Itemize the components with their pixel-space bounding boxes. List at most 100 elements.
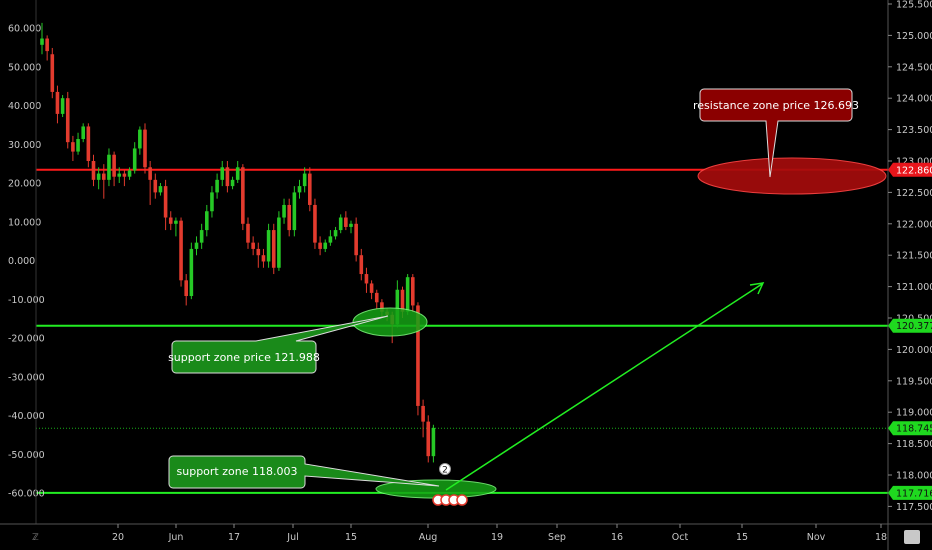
- candle-body-50: [297, 186, 302, 193]
- candle-body-55: [323, 242, 328, 249]
- candle-body-46: [277, 217, 281, 268]
- candle-body-36: [225, 167, 230, 187]
- left-axis-tick-label-10: -40.000: [8, 411, 45, 422]
- left-axis-tick-label-1: 50.000: [8, 62, 41, 73]
- candle-body-34: [215, 179, 219, 193]
- candle-body-30: [194, 242, 199, 249]
- x-axis-tick-label-8: 16: [611, 532, 623, 543]
- candle-body-27: [179, 220, 183, 281]
- candle-body-35: [220, 167, 225, 180]
- right-axis-tick-label-6: 122.500: [896, 188, 932, 199]
- candle-body-51: [302, 173, 307, 187]
- candle-body-40: [246, 223, 250, 243]
- candle-body-3: [55, 91, 60, 114]
- candle-body-75: [426, 421, 431, 457]
- candle-body-57: [333, 230, 338, 237]
- candle-body-18: [132, 148, 137, 171]
- candle-body-26: [174, 220, 178, 224]
- left-axis-tick-label-5: 10.000: [8, 217, 41, 228]
- candle-body-25: [168, 217, 173, 224]
- candle-body-16: [122, 173, 127, 177]
- x-axis-tick-label-5: Aug: [419, 532, 438, 543]
- right-axis-tick-label-16: 117.500: [896, 502, 932, 513]
- candle-body-73: [416, 305, 420, 406]
- candle-body-0: [40, 38, 44, 45]
- x-axis-tick-label-3: Jul: [286, 532, 298, 543]
- zoom-corner-icon: ℤ: [32, 533, 39, 543]
- candle-body-37: [230, 179, 235, 187]
- event-badge-circle: [439, 463, 451, 475]
- candle-body-59: [344, 217, 348, 227]
- x-axis-tick-label-1: Jun: [168, 532, 184, 543]
- event-badge-text: 2: [442, 466, 448, 476]
- candle-body-8: [81, 126, 85, 140]
- left-axis-tick-label-2: 40.000: [8, 101, 41, 112]
- candle-body-32: [205, 211, 209, 231]
- candle-body-70: [400, 289, 405, 312]
- candle-body-60: [349, 223, 353, 227]
- price-tag-label-2: 118.745: [896, 424, 932, 435]
- x-axis-tick-label-4: 15: [345, 532, 357, 543]
- left-axis-tick-label-0: 60.000: [8, 24, 41, 35]
- candle-body-66: [380, 302, 384, 312]
- right-axis-tick-label-4: 123.500: [896, 125, 932, 136]
- candle-body-49: [292, 192, 297, 231]
- left-axis-tick-label-4: 20.000: [8, 179, 41, 190]
- right-axis-tick-label-11: 120.000: [896, 345, 932, 356]
- candle-body-38: [235, 167, 240, 180]
- candle-body-28: [184, 280, 188, 297]
- candle-body-17: [127, 170, 132, 177]
- left-axis-tick-label-6: 0.000: [8, 256, 35, 267]
- candle-body-43: [261, 255, 266, 262]
- right-axis-tick-label-1: 125.000: [896, 31, 932, 42]
- right-axis-tick-label-14: 118.500: [896, 439, 932, 450]
- candle-body-63: [364, 274, 369, 284]
- candle-body-74: [421, 405, 425, 422]
- candle-body-15: [117, 173, 122, 177]
- projection-arrow-head: [749, 282, 765, 295]
- resistance-zone-ellipse: [697, 157, 887, 195]
- candle-body-10: [91, 161, 96, 180]
- candle-body-54: [318, 242, 322, 249]
- candle-body-31: [199, 230, 204, 243]
- candle-body-72: [411, 277, 415, 306]
- price-tag-bg-2: [888, 421, 932, 436]
- price-tag-bg-1: [888, 318, 932, 333]
- candle-body-24: [163, 186, 168, 218]
- support-callout-upper-box: [171, 315, 389, 374]
- candle-body-44: [266, 230, 271, 262]
- price-tag-label-0: 122.860: [896, 165, 932, 176]
- candle-body-19: [138, 129, 142, 149]
- right-axis-tick-label-0: 125.500: [896, 0, 932, 11]
- price-tag-label-3: 117.716: [896, 488, 932, 499]
- projection-arrow-line: [445, 283, 763, 491]
- candle-body-58: [338, 217, 343, 231]
- candle-body-64: [369, 283, 374, 293]
- candle-body-61: [354, 223, 358, 256]
- candle-body-76: [431, 427, 436, 457]
- support-callout-lower-box: [168, 455, 440, 489]
- price-tag-label-1: 120.377: [896, 321, 932, 332]
- price-tag-bg-0: [888, 162, 932, 177]
- right-axis-tick-label-13: 119.000: [896, 408, 932, 419]
- x-axis-tick-label-11: Nov: [807, 532, 826, 543]
- right-axis-tick-label-3: 124.000: [896, 94, 932, 105]
- candle-body-14: [112, 154, 116, 177]
- candle-body-39: [241, 167, 245, 224]
- candle-body-22: [153, 179, 158, 193]
- candle-body-13: [107, 154, 111, 180]
- right-axis-tick-label-8: 121.500: [896, 251, 932, 262]
- settings-corner-icon: [904, 530, 920, 544]
- candle-body-65: [374, 292, 379, 303]
- left-axis-tick-label-9: -30.000: [8, 372, 45, 383]
- candle-body-21: [148, 167, 152, 180]
- left-axis-tick-label-7: -10.000: [8, 295, 45, 306]
- x-axis-tick-label-6: 19: [491, 532, 503, 543]
- candle-body-62: [359, 255, 364, 275]
- right-axis-tick-label-2: 124.500: [896, 62, 932, 73]
- x-axis-tick-label-12: 18: [875, 532, 887, 543]
- candle-body-4: [60, 98, 65, 114]
- candle-body-45: [271, 230, 276, 268]
